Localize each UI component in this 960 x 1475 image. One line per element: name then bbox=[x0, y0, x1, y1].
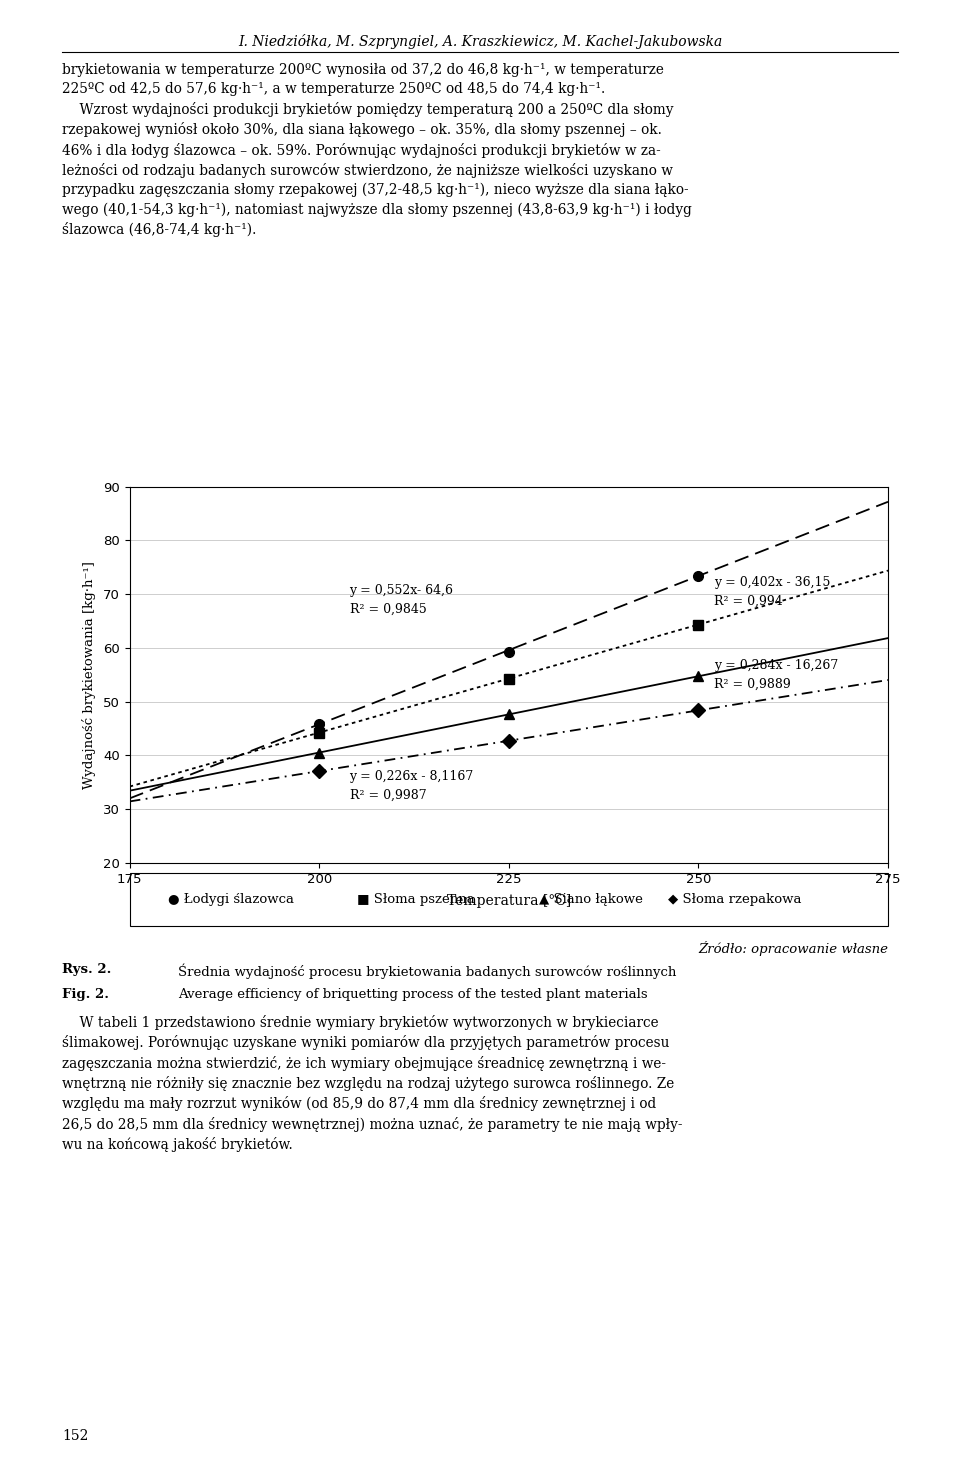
Text: ◆ Słoma rzepakowa: ◆ Słoma rzepakowa bbox=[668, 894, 802, 906]
Text: y = 0,284x - 16,267: y = 0,284x - 16,267 bbox=[713, 659, 838, 673]
Text: Average efficiency of briquetting process of the tested plant materials: Average efficiency of briquetting proces… bbox=[178, 988, 647, 1002]
Text: ▲ Siano łąkowe: ▲ Siano łąkowe bbox=[540, 894, 643, 906]
Text: brykietowania w temperaturze 200ºC wynosiła od 37,2 do 46,8 kg·h⁻¹, w temperatur: brykietowania w temperaturze 200ºC wynos… bbox=[62, 63, 692, 237]
Text: R² = 0,9889: R² = 0,9889 bbox=[713, 678, 790, 692]
X-axis label: Temperatura [°C]: Temperatura [°C] bbox=[446, 894, 571, 909]
Text: W tabeli 1 przedstawiono średnie wymiary brykietów wytworzonych w brykieciarce
ś: W tabeli 1 przedstawiono średnie wymiary… bbox=[62, 1015, 683, 1152]
Text: Fig. 2.: Fig. 2. bbox=[62, 988, 109, 1002]
Text: R² = 0,9845: R² = 0,9845 bbox=[349, 603, 426, 617]
Text: R² = 0,9987: R² = 0,9987 bbox=[349, 789, 426, 801]
Text: ■ Słoma pszenna: ■ Słoma pszenna bbox=[357, 894, 475, 906]
Text: Średnia wydajność procesu brykietowania badanych surowców roślinnych: Średnia wydajność procesu brykietowania … bbox=[178, 963, 676, 979]
Y-axis label: Wydajność brykietowania [kg·h⁻¹]: Wydajność brykietowania [kg·h⁻¹] bbox=[82, 560, 96, 789]
Text: I. Niedziółka, M. Szpryngiel, A. Kraszkiewicz, M. Kachel-Jakubowska: I. Niedziółka, M. Szpryngiel, A. Kraszki… bbox=[238, 34, 722, 49]
Text: y = 0,552x- 64,6: y = 0,552x- 64,6 bbox=[349, 584, 453, 597]
Text: Rys. 2.: Rys. 2. bbox=[62, 963, 111, 976]
Text: Źródło: opracowanie własne: Źródło: opracowanie własne bbox=[698, 941, 888, 956]
Text: y = 0,226x - 8,1167: y = 0,226x - 8,1167 bbox=[349, 770, 474, 783]
Text: 152: 152 bbox=[62, 1429, 88, 1443]
Text: R² = 0,994: R² = 0,994 bbox=[713, 594, 782, 608]
Text: y = 0,402x - 36,15: y = 0,402x - 36,15 bbox=[713, 577, 830, 589]
Text: ● Łodygi ślazowca: ● Łodygi ślazowca bbox=[168, 894, 294, 906]
